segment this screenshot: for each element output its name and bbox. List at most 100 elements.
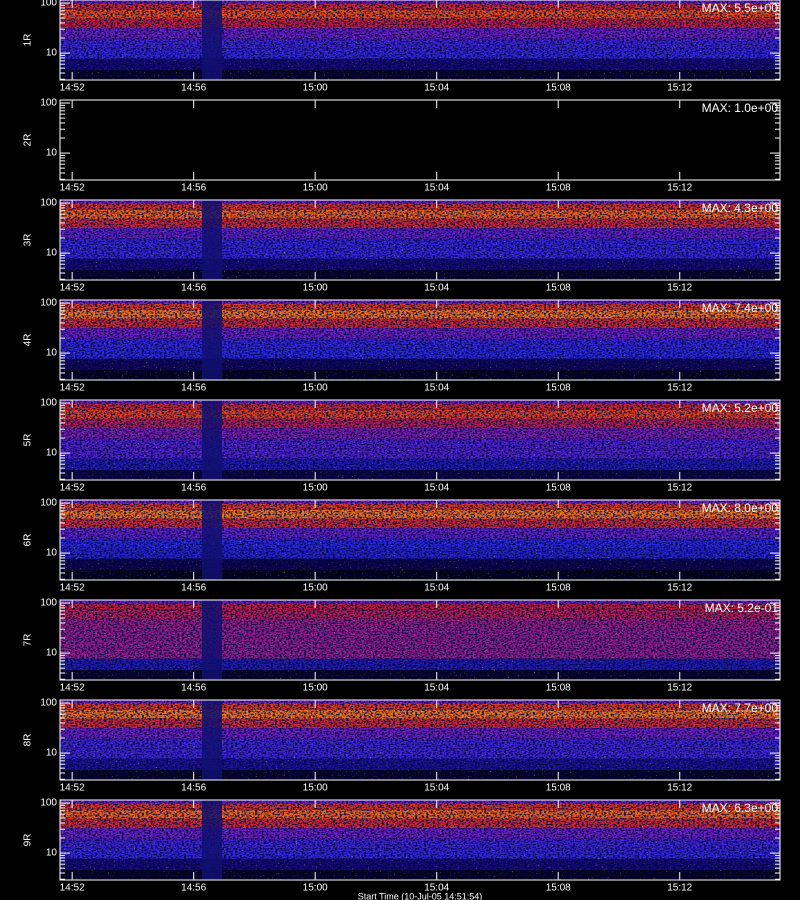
x-tick-label: 14:52 — [60, 483, 85, 494]
panel: 10 100 14:52 14:56 15:00 15:04 15:08 15:12 8R MAX… — [23, 698, 781, 794]
x-tick-label: 14:56 — [181, 583, 206, 594]
y-axis-label: 5R — [23, 434, 34, 447]
max-annotation: MAX: 7.4e+00 — [702, 301, 779, 315]
intensity-band — [60, 118, 780, 129]
speckle — [60, 600, 780, 680]
x-tick-label: 15:12 — [667, 783, 692, 794]
axis-box — [59, 0, 781, 81]
y-tick-label: 100 — [40, 198, 57, 209]
x-tick-label: 15:12 — [667, 883, 692, 894]
x-tick-label: 15:08 — [546, 383, 571, 394]
x-tick-label: 15:08 — [546, 683, 571, 694]
y-axis-label: 1R — [23, 34, 34, 47]
x-tick-label: 15:08 — [546, 183, 571, 194]
x-tick-label: 15:08 — [546, 883, 571, 894]
max-annotation: MAX: 5.5e+00 — [702, 1, 779, 15]
x-tick-label: 15:12 — [667, 283, 692, 294]
panel: 10 100 14:52 14:56 15:00 15:04 15:08 15:12 9R MAX… — [23, 798, 781, 900]
x-tick-label: 15:04 — [424, 83, 449, 94]
x-tick-label: 15:08 — [546, 483, 571, 494]
data-gap — [202, 500, 222, 580]
data-gap — [202, 700, 222, 780]
max-annotation: MAX: 7.7e+00 — [702, 701, 779, 715]
speckle — [60, 400, 780, 480]
panel: 10 100 14:52 14:56 15:00 15:04 15:08 15:12 6R MAX… — [23, 498, 781, 594]
x-tick-label: 15:08 — [546, 283, 571, 294]
y-tick-label: 100 — [40, 698, 57, 709]
y-axis-label: 9R — [23, 834, 34, 847]
y-tick-label: 10 — [46, 348, 58, 359]
y-axis-label: 8R — [23, 734, 34, 747]
y-tick-label: 100 — [40, 98, 57, 109]
max-annotation: MAX: 5.2e+00 — [702, 401, 779, 415]
x-tick-label: 15:04 — [424, 683, 449, 694]
x-tick-label: 14:56 — [181, 883, 206, 894]
x-tick-label: 14:56 — [181, 383, 206, 394]
x-tick-label: 15:00 — [303, 83, 328, 94]
x-tick-label: 14:52 — [60, 183, 85, 194]
x-tick-label: 15:08 — [546, 783, 571, 794]
y-tick-label: 10 — [46, 548, 58, 559]
plot-area — [60, 0, 780, 80]
plot-area — [60, 500, 780, 580]
x-tick-label: 15:04 — [424, 183, 449, 194]
axis-box — [59, 599, 781, 681]
y-tick-label: 100 — [40, 498, 57, 509]
x-tick-label: 15:08 — [546, 83, 571, 94]
x-tick-label: 15:00 — [303, 683, 328, 694]
x-tick-label: 14:56 — [181, 683, 206, 694]
axis-box — [59, 99, 781, 181]
y-tick-label: 10 — [46, 248, 58, 259]
x-tick-label: 15:04 — [424, 583, 449, 594]
x-tick-label: 15:08 — [546, 583, 571, 594]
panel: 10 100 14:52 14:56 15:00 15:04 15:08 15:12 1R MAX… — [23, 0, 781, 94]
data-gap — [202, 400, 222, 480]
intensity-band — [60, 103, 780, 110]
data-gap — [202, 600, 222, 680]
max-annotation: MAX: 6.3e+00 — [702, 801, 779, 815]
panel: 10 100 14:52 14:56 15:00 15:04 15:08 15:12 5R MAX… — [23, 398, 781, 494]
x-tick-label: 15:00 — [303, 883, 328, 894]
y-axis-label: 3R — [23, 234, 34, 247]
x-tick-label: 15:00 — [303, 283, 328, 294]
y-tick-label: 100 — [40, 598, 57, 609]
panel: 10 100 14:52 14:56 15:00 15:04 15:08 15:12 2R MAX… — [23, 98, 781, 194]
x-tick-label: 15:04 — [424, 883, 449, 894]
speckle — [60, 300, 780, 380]
y-tick-label: 100 — [40, 0, 57, 9]
axis-box — [59, 699, 781, 781]
intensity-band — [60, 148, 780, 159]
axis-box — [59, 399, 781, 481]
y-axis-label: 2R — [23, 134, 34, 147]
plot-area — [60, 700, 780, 780]
panel: 10 100 14:52 14:56 15:00 15:04 15:08 15:12 3R MAX… — [23, 198, 781, 294]
y-tick-label: 10 — [46, 748, 58, 759]
axis-box — [59, 799, 781, 881]
y-tick-label: 10 — [46, 648, 58, 659]
y-tick-label: 10 — [46, 448, 58, 459]
speckle — [60, 700, 780, 780]
intensity-band — [60, 109, 780, 119]
x-tick-label: 14:56 — [181, 83, 206, 94]
x-tick-label: 15:12 — [667, 183, 692, 194]
data-gap — [202, 300, 222, 380]
x-tick-label: 15:12 — [667, 383, 692, 394]
max-annotation: MAX: 8.0e+00 — [702, 501, 779, 515]
speckle — [60, 0, 780, 80]
x-tick-label: 15:12 — [667, 83, 692, 94]
x-tick-label: 14:52 — [60, 83, 85, 94]
x-tick-label: 15:04 — [424, 383, 449, 394]
x-tick-label: 15:00 — [303, 783, 328, 794]
max-annotation: MAX: 1.0e+00 — [702, 101, 779, 115]
x-axis-label: Start Time (10-Jul-05 14:51:54) — [358, 891, 483, 900]
x-tick-label: 15:12 — [667, 483, 692, 494]
x-tick-label: 14:52 — [60, 283, 85, 294]
x-tick-label: 14:56 — [181, 783, 206, 794]
data-gap — [202, 800, 222, 880]
intensity-band — [60, 100, 780, 104]
intensity-band — [60, 138, 780, 149]
y-tick-label: 100 — [40, 798, 57, 809]
axis-box — [59, 299, 781, 381]
y-tick-label: 10 — [46, 48, 58, 59]
